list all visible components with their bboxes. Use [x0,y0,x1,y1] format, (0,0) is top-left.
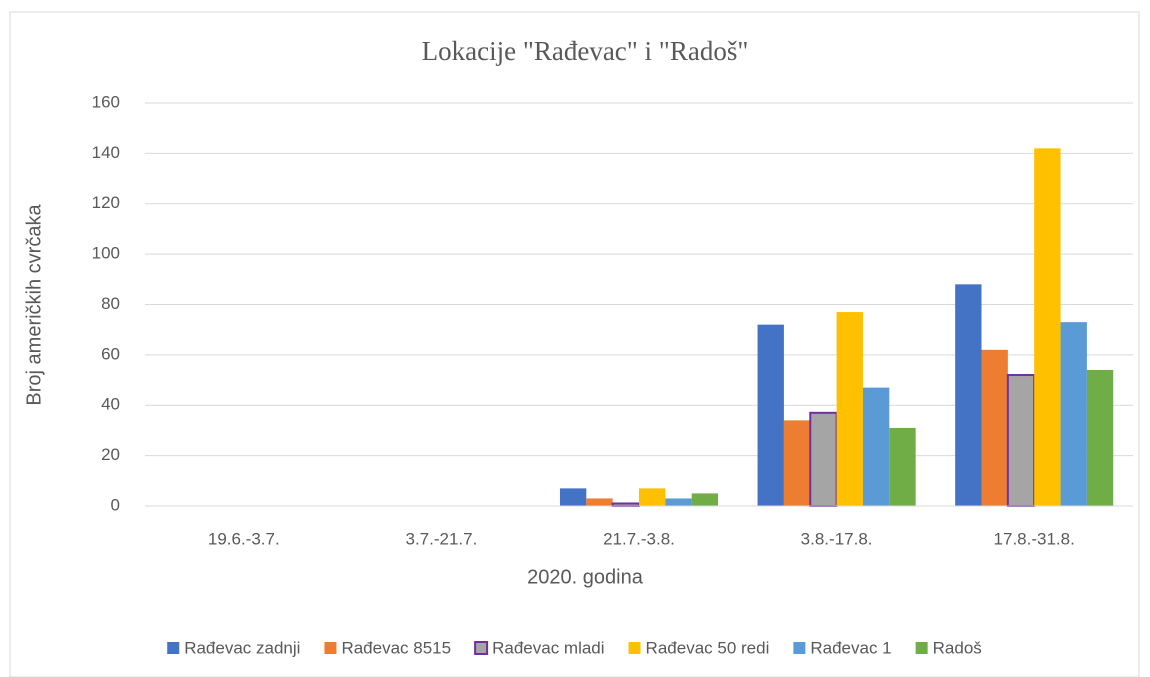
legend-swatch [324,642,337,654]
bar [639,488,666,506]
legend-label: Radoš [933,638,982,657]
bar [889,427,916,506]
legend-label: Rađevac 1 [810,638,891,657]
bar [809,411,838,507]
bar [691,493,719,506]
x-tick-label: 21.7.-3.8. [603,529,675,548]
chart-frame [9,11,1140,677]
legend-label: Rađevac zadnji [184,638,300,657]
bar [1060,322,1087,506]
y-axis-label: Broj američkih cvrčaka [23,204,45,406]
legend-label: Rađevac 8515 [341,638,451,657]
bar [586,498,613,506]
y-tick-label: 60 [101,344,120,363]
legend-swatch [793,642,806,654]
chart-title: Lokacije "Rađevac" i "Radoš" [422,36,749,66]
legend-swatch [474,641,489,655]
x-tick-label: 3.7.-21.7. [405,529,477,548]
bar [862,387,890,506]
y-tick-label: 0 [111,495,120,514]
bar [1086,369,1114,506]
x-tick-label: 17.8.-31.8. [994,529,1075,548]
y-tick-label: 40 [101,395,120,414]
bar [783,420,811,506]
y-tick-label: 80 [101,294,120,313]
x-axis-label: 2020. godina [527,566,644,588]
y-tick-label: 120 [92,193,120,212]
legend-label: Rađevac 50 redi [646,638,770,657]
bar [836,312,863,506]
y-tick-label: 160 [92,92,120,111]
bar [1006,374,1036,507]
y-tick-label: 140 [92,143,120,162]
x-tick-label: 3.8.-17.8. [801,529,873,548]
bar [1034,148,1061,506]
bar [757,324,784,506]
bar [981,349,1008,506]
bar [559,488,587,506]
y-tick-label: 100 [92,244,120,263]
legend-label: Rađevac mladi [492,638,604,657]
legend-swatch [167,642,180,654]
x-tick-label: 19.6.-3.7. [208,529,280,548]
bar [955,284,982,506]
legend-swatch [915,642,928,654]
y-tick-label: 20 [101,445,120,464]
legend-swatch [628,642,641,654]
bar [665,498,692,506]
